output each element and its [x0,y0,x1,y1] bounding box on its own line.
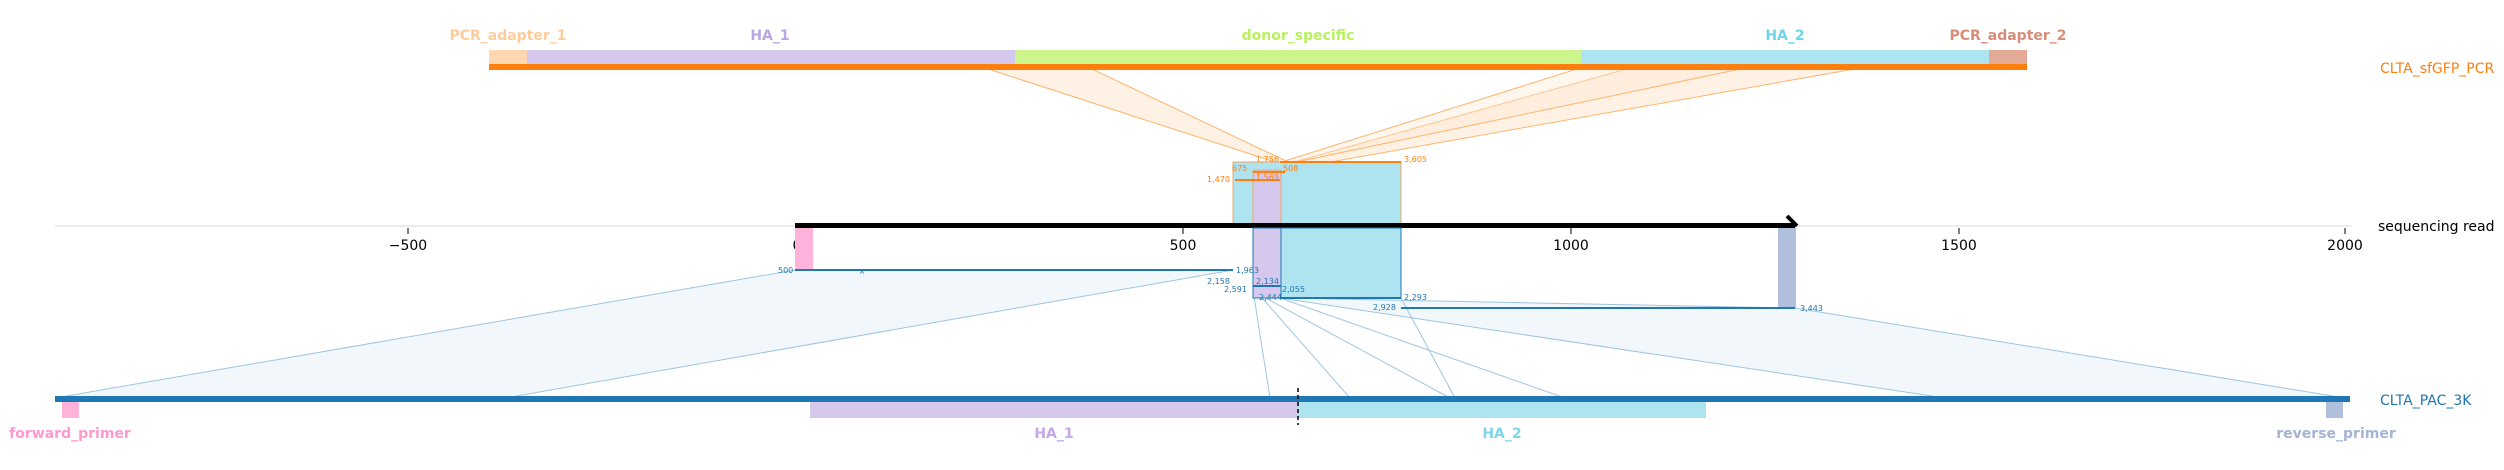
bottom-fan-line [1279,297,1566,399]
bottom-align-label-2: 1,963 [1236,266,1259,275]
top-feature-bar-pcr-adapter-1 [489,50,527,64]
tick-label: 500 [1170,238,1197,254]
bottom-align-label-6: 2,444 [1259,293,1282,302]
top-align-label-5: 1,470 [1207,175,1230,184]
bottom-fan-1 [54,269,1234,399]
top-alignments: 1,756 675 508 3,605 1,470 1,569 [1207,155,1427,227]
read-axis: −500 0 500 1000 1500 2000 sequencing rea… [55,214,2494,254]
top-feature-label-donor-specific: donor_specific [1242,28,1355,44]
bottom-fan-line [1254,289,1351,399]
bottom-align-label-1: 500 [778,266,793,275]
top-align-label-2: 675 [1232,164,1247,173]
top-feature-bar-ha-1 [527,50,1015,64]
bottom-feature-label-ha-1: HA_1 [1034,426,1073,442]
read-arrowhead [1785,214,1799,228]
top-feature-label-pcr-adapter-1: PCR_adapter_1 [449,28,566,44]
read-bar [795,223,1795,228]
bottom-reference-name: CLTA_PAC_3K [2380,393,2472,409]
read-feature-forward-primer [795,228,813,270]
bottom-feature-label-ha-2: HA_2 [1482,426,1521,442]
bottom-reference-line [55,396,2350,402]
top-feature-bar-donor-specific [1015,50,1581,64]
bottom-align-label-10: 3,443 [1800,304,1823,313]
bottom-align-label-8: 2,293 [1404,293,1427,302]
read-feature-ha2 [1280,227,1402,299]
top-align-label-4: 3,605 [1404,155,1427,164]
mismatch-marker: × [859,267,866,276]
read-name: sequencing read [2378,219,2494,235]
top-reference-line [489,64,2027,70]
read-feature-reverse-primer [1778,228,1796,308]
bottom-align-label-5: 2,591 [1224,285,1247,294]
top-feature-label-pcr-adapter-2: PCR_adapter_2 [1949,28,2066,44]
top-align-label-3: 508 [1283,164,1298,173]
tick-label: 2000 [2327,238,2363,254]
tick-label: 1500 [1941,238,1977,254]
top-fan-3 [1271,67,1746,166]
top-feature-bar-pcr-adapter-2 [1989,50,2027,64]
top-reference-name: CLTA_sfGFP_PCR [2380,61,2494,77]
bottom-feature-bar-ha-2 [1298,402,1706,418]
axis-ticks: −500 0 500 1000 1500 2000 [389,228,2363,254]
read-feature-ha1 [1252,227,1282,299]
tick-label: −500 [389,238,427,254]
bottom-align-label-9: 2,928 [1373,303,1396,312]
bottom-reference: forward_primer HA_1 HA_2 reverse_primer … [9,388,2472,442]
top-feature-label-ha-2: HA_2 [1765,28,1804,44]
top-align-label-1: 1,756 [1256,155,1279,164]
bottom-feature-label-reverse-primer: reverse_primer [2276,426,2396,442]
bottom-feature-bar-forward-primer [62,402,79,418]
bottom-feature-label-forward-primer: forward_primer [9,426,131,442]
top-feature-label-ha-1: HA_1 [750,28,789,44]
bottom-fan-line [1259,294,1451,399]
top-reference: PCR_adapter_1 HA_1 donor_specific HA_2 P… [449,28,2494,171]
bottom-align-label-7: 2,055 [1282,285,1305,294]
bottom-feature-bar-ha-1 [810,402,1298,418]
top-fan-1 [984,67,1289,163]
bottom-fan-line [1400,297,1456,399]
tick-label: 1000 [1553,238,1589,254]
bottom-fan-2 [1279,297,2346,399]
bottom-align-label-3: 2,158 [1207,277,1230,286]
bottom-align-label-4: 2,134 [1256,277,1279,286]
bottom-alignments: × 500 1,963 2,158 2,134 2,591 2,444 2,05… [54,227,2346,399]
bottom-feature-bar-reverse-primer [2326,402,2343,418]
bottom-fan-line [1252,289,1271,399]
top-align-label-6: 1,569 [1256,173,1279,182]
top-feature-bar-ha-2 [1581,50,1989,64]
